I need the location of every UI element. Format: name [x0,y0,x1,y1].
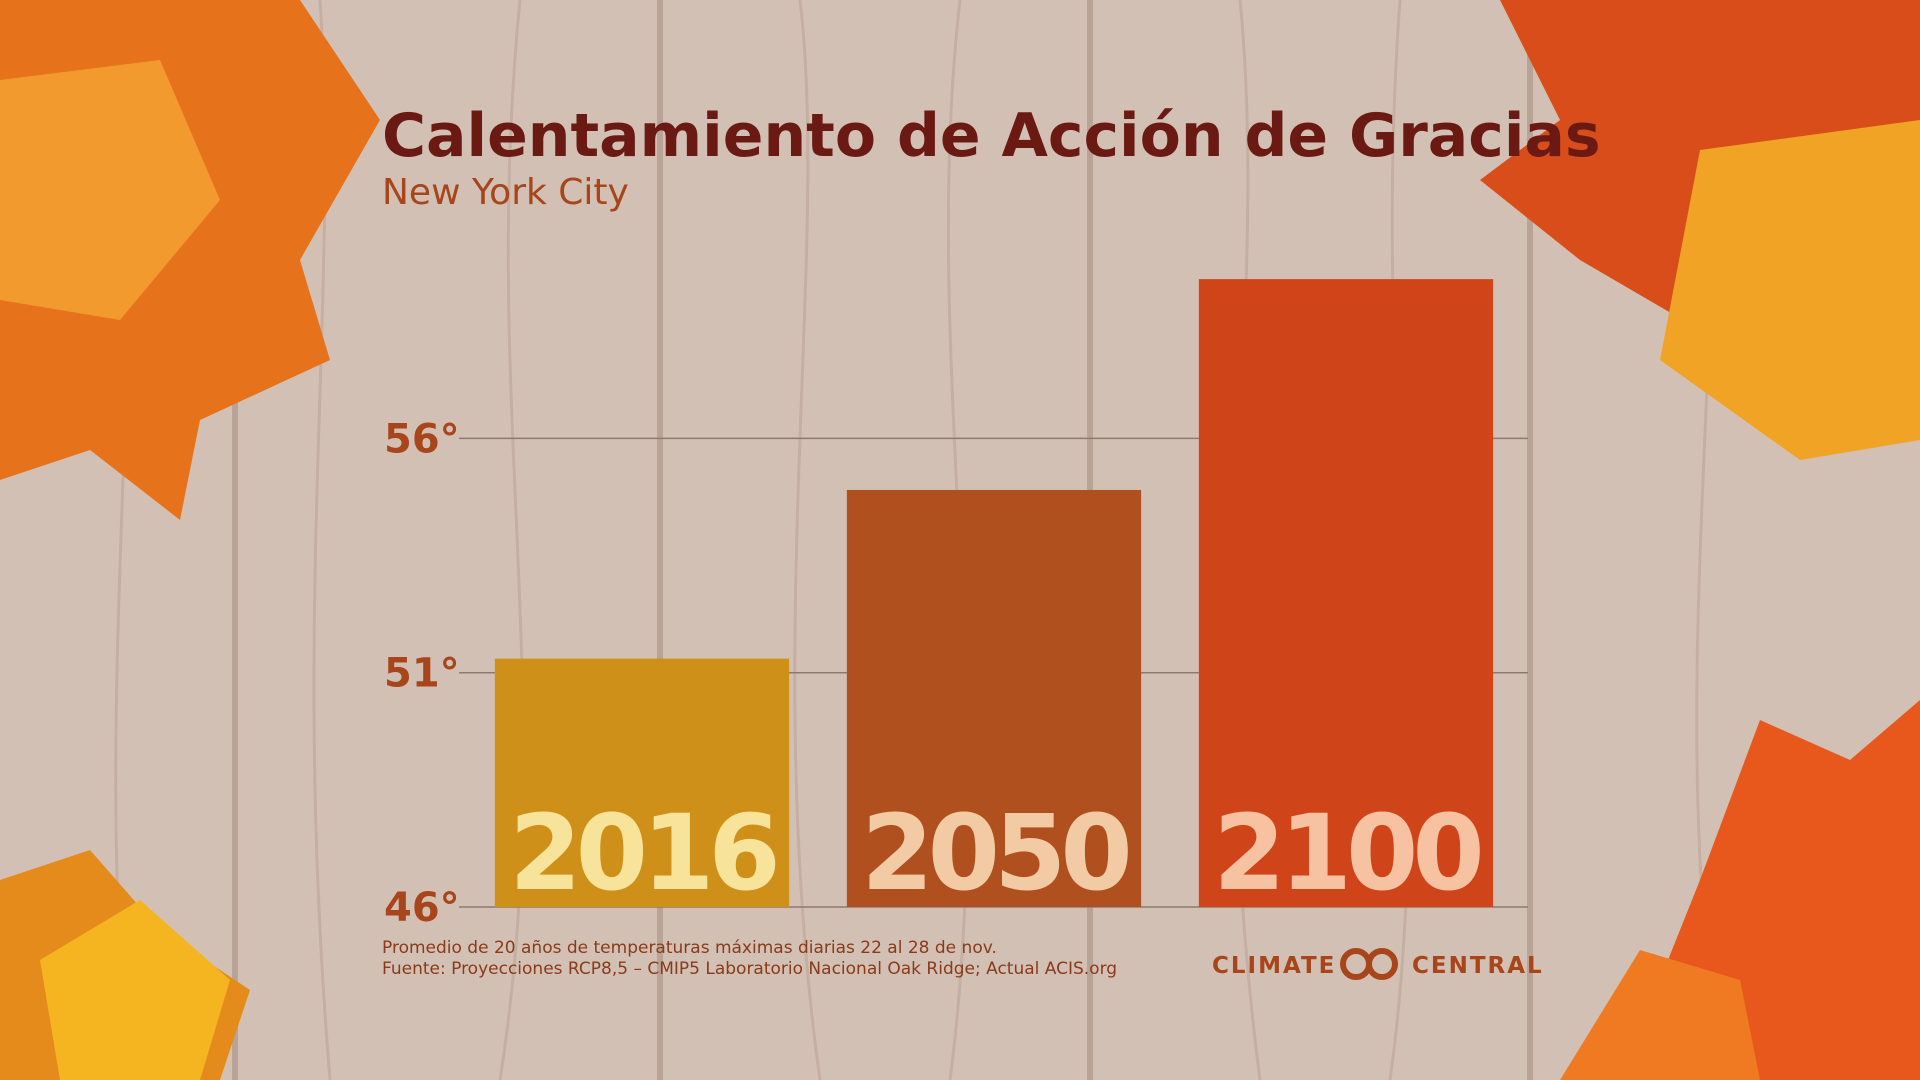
note: Fuente: Proyecciones RCP8,5 – CMIP5 Labo… [382,959,1117,979]
logo-text: CENTRAL [1412,953,1544,979]
bar [1198,279,1494,908]
category-label: 2016 [509,792,775,914]
bar [494,658,790,907]
y-tick-label: 56° [384,416,460,462]
logo-mark [1340,948,1398,980]
note: Promedio de 20 años de temperaturas máxi… [382,938,997,958]
chart-title: Calentamiento de Acción de Gracias [382,101,1601,171]
category-label: 2050 [861,792,1128,914]
logo-text: CLIMATE [1212,953,1336,979]
bar [846,489,1142,907]
y-tick-label: 51° [384,651,460,697]
category-label: 2100 [1213,792,1480,914]
chart-subtitle: New York City [382,172,629,213]
y-tick-label: 46° [384,885,460,931]
